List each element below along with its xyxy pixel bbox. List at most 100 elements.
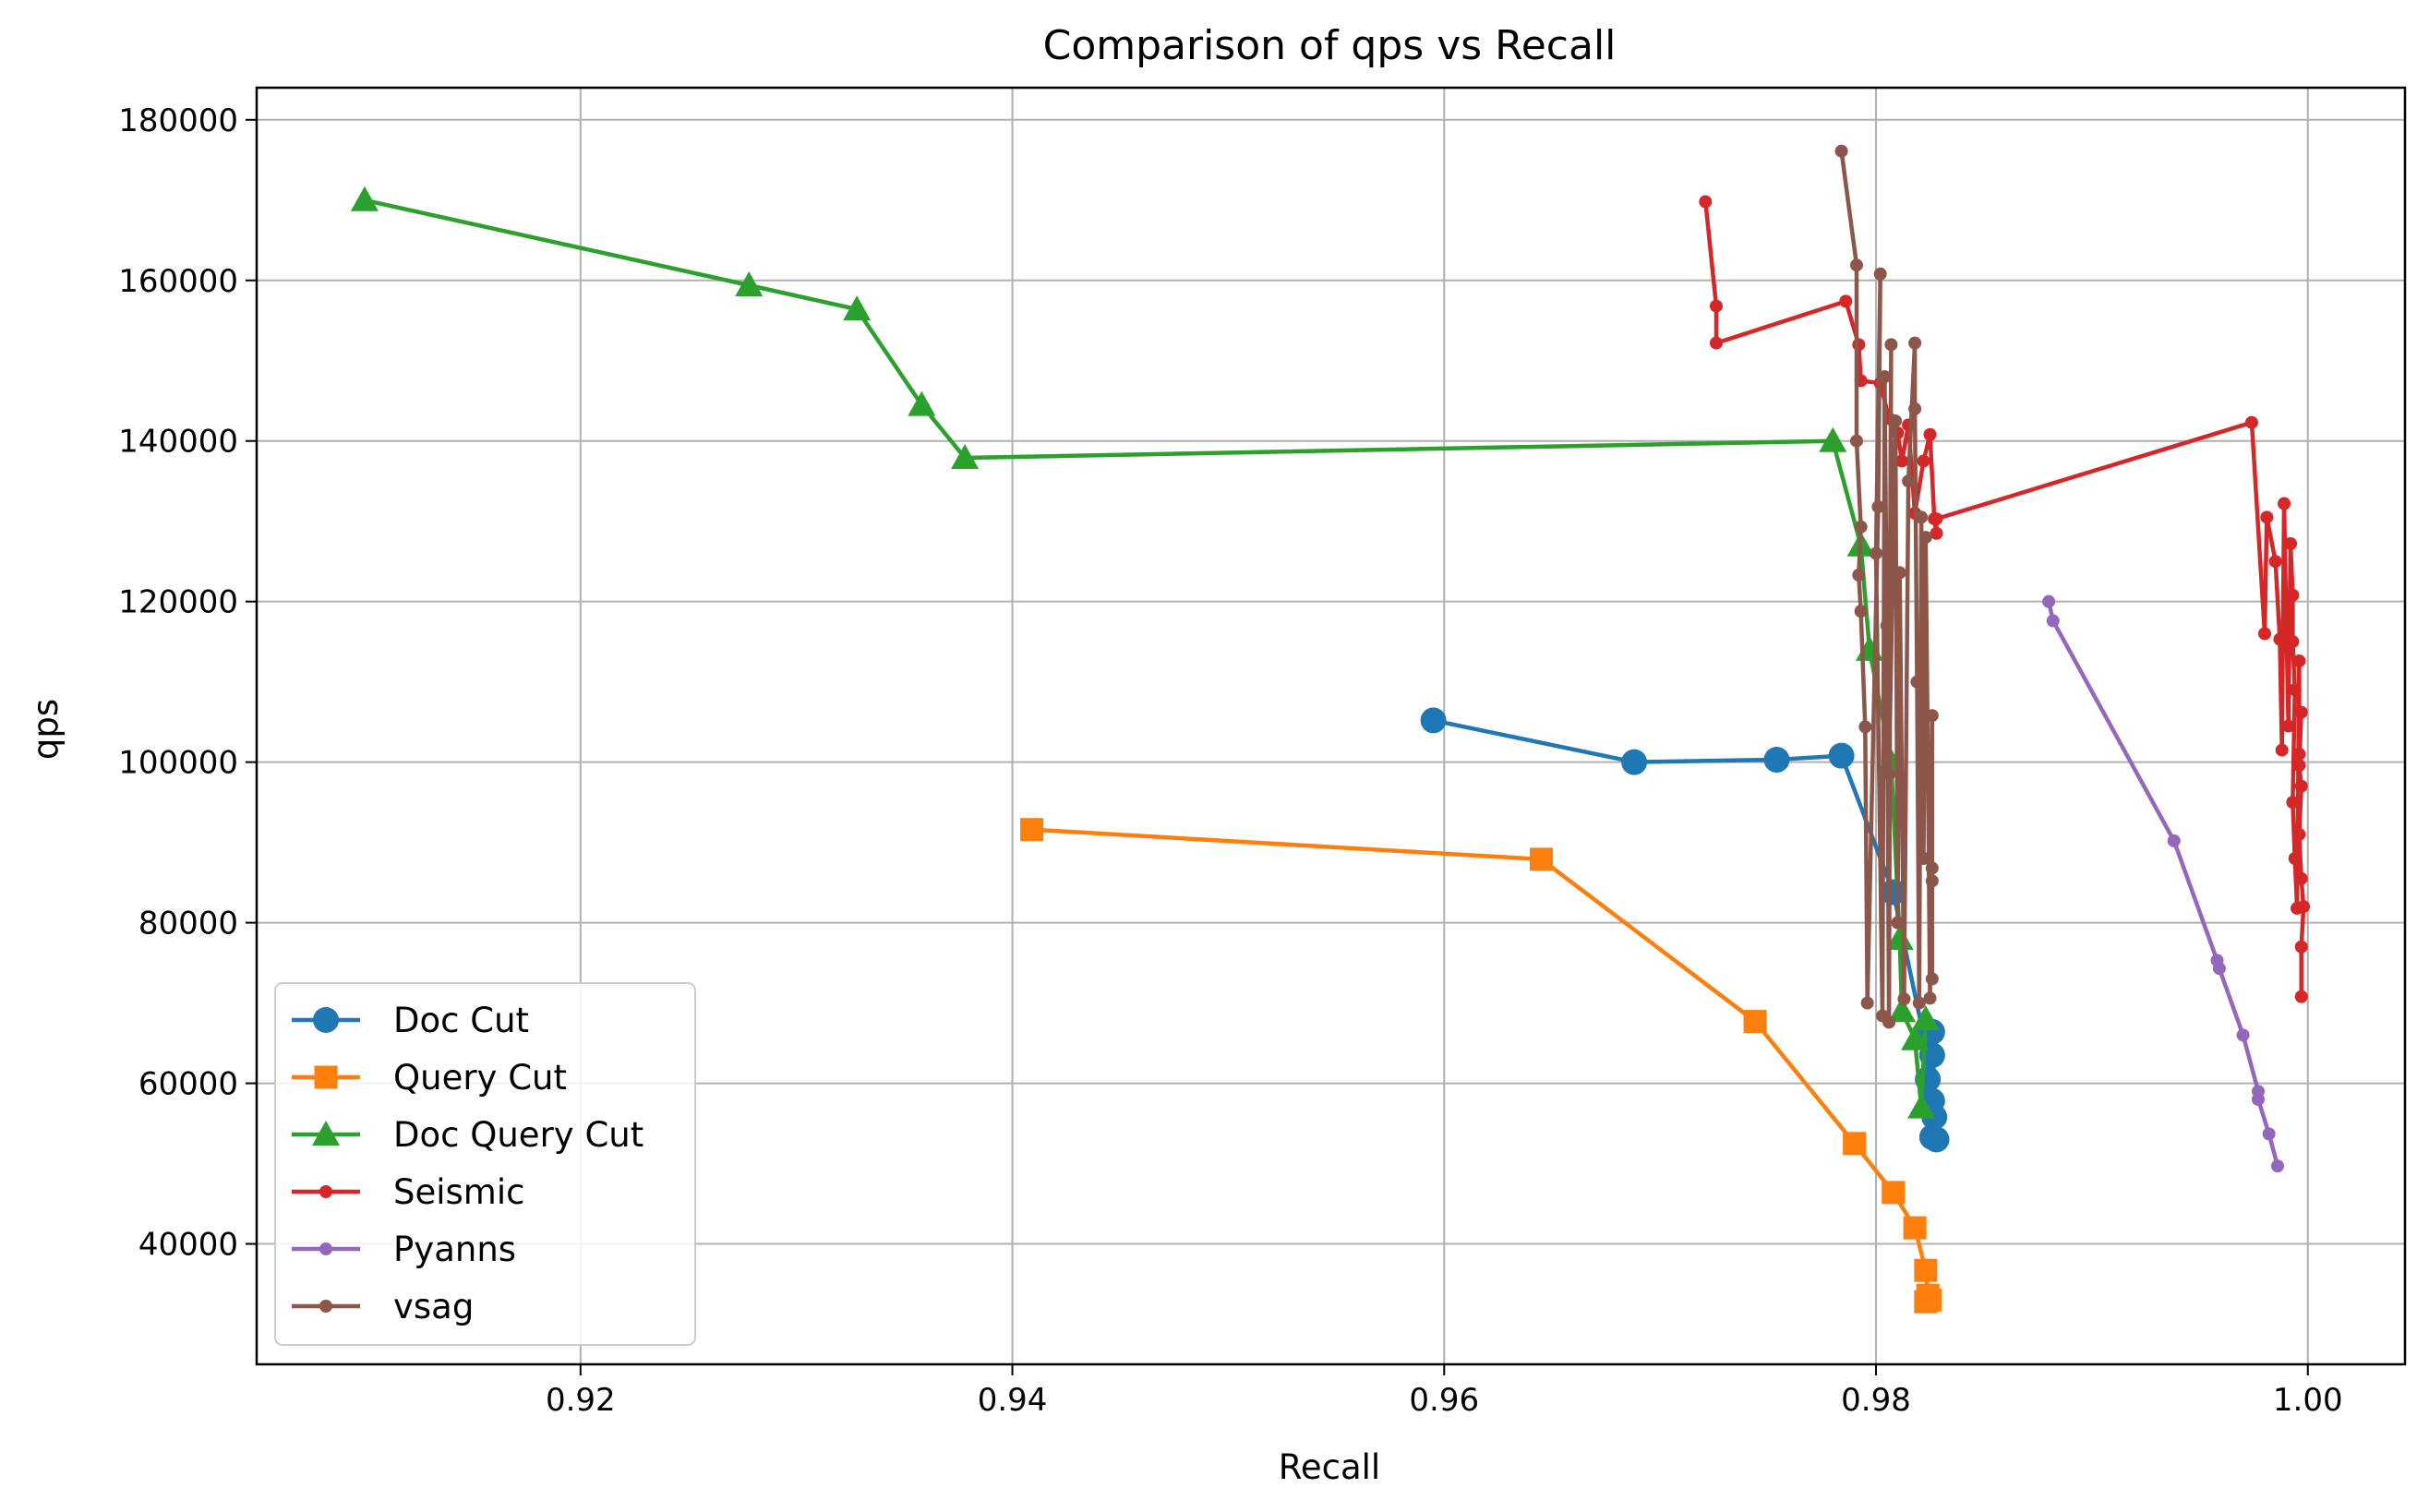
- data-point-seismic: [2294, 705, 2308, 719]
- series-layer: [350, 144, 2311, 1314]
- data-point-vsag: [1854, 520, 1868, 534]
- data-point-seismic: [1923, 427, 1937, 441]
- legend-marker: [319, 1242, 332, 1255]
- x-tick-label: 1.00: [2273, 1382, 2343, 1419]
- legend-item-doc-cut: Doc Cut: [292, 1001, 529, 1040]
- data-point-seismic: [2286, 588, 2300, 602]
- data-point-vsag: [1925, 972, 1939, 986]
- data-point-vsag: [1910, 675, 1924, 689]
- legend-label: Query Cut: [393, 1058, 567, 1098]
- x-tick-label: 0.92: [546, 1382, 616, 1419]
- data-point-seismic: [2284, 537, 2298, 551]
- data-point-query-cut: [1020, 818, 1044, 842]
- data-point-pyanns: [2167, 834, 2181, 847]
- data-point-vsag: [1854, 605, 1868, 618]
- y-tick-label: 120000: [118, 584, 238, 621]
- data-point-vsag: [1917, 852, 1930, 866]
- legend-marker: [313, 1007, 339, 1033]
- data-point-seismic: [1839, 294, 1853, 308]
- data-point-vsag: [1921, 741, 1935, 755]
- data-point-seismic: [1917, 454, 1930, 468]
- data-point-pyanns: [2251, 1092, 2265, 1106]
- data-point-pyanns: [2212, 962, 2226, 976]
- y-tick-label: 100000: [118, 745, 238, 782]
- data-point-pyanns: [2042, 594, 2056, 608]
- data-point-seismic: [2288, 683, 2302, 697]
- series-line-pyanns: [2046, 601, 2280, 1167]
- data-point-pyanns: [2046, 614, 2060, 628]
- legend-marker: [314, 1065, 338, 1089]
- data-point-seismic: [1699, 195, 1713, 209]
- data-point-seismic: [1895, 454, 1909, 468]
- data-point-vsag: [1834, 144, 1848, 158]
- data-point-seismic: [2294, 871, 2308, 885]
- data-point-seismic: [2278, 497, 2291, 510]
- y-tick-label: 60000: [138, 1066, 238, 1103]
- legend-item-pyanns: Pyanns: [292, 1230, 516, 1269]
- data-point-seismic: [1930, 526, 1943, 540]
- data-point-vsag: [1860, 996, 1874, 1010]
- x-tick-label: 0.94: [978, 1382, 1048, 1419]
- data-point-seismic: [2244, 415, 2258, 429]
- data-point-seismic: [2294, 940, 2308, 954]
- data-point-seismic: [2281, 719, 2295, 733]
- data-point-doc-query-cut: [908, 390, 936, 416]
- data-point-seismic: [2288, 852, 2302, 866]
- data-point-query-cut: [1918, 1288, 1942, 1312]
- data-point-vsag: [1878, 370, 1892, 384]
- data-point-query-cut: [1843, 1132, 1867, 1156]
- chart-title: Comparison of qps vs Recall: [1043, 22, 1617, 69]
- data-point-query-cut: [1914, 1258, 1938, 1282]
- data-point-vsag: [1918, 531, 1932, 545]
- x-axis: 0.92 0.94 0.96 0.98 1.00: [546, 1364, 2343, 1419]
- data-point-seismic: [2294, 779, 2308, 793]
- data-point-doc-cut: [1621, 749, 1648, 775]
- data-point-doc-cut: [1828, 742, 1855, 769]
- y-tick-label: 180000: [118, 102, 238, 139]
- data-point-doc-query-cut: [1907, 1093, 1936, 1119]
- data-point-doc-query-cut: [350, 186, 379, 211]
- data-point-doc-query-cut: [1911, 1004, 1940, 1030]
- data-point-doc-query-cut: [1819, 426, 1847, 452]
- data-point-doc-query-cut: [1901, 1025, 1930, 1050]
- legend-box: [274, 982, 696, 1346]
- data-point-vsag: [1923, 991, 1937, 1005]
- legend: Doc Cut Query Cut Doc Query Cut Seismic Pyan…: [274, 982, 696, 1346]
- legend-label: vsag: [393, 1287, 474, 1326]
- data-point-doc-cut: [1923, 1126, 1950, 1153]
- data-point-vsag: [1852, 568, 1866, 582]
- data-point-seismic: [2275, 743, 2289, 757]
- legend-label: Doc Cut: [393, 1001, 529, 1040]
- data-point-seismic: [2286, 635, 2300, 649]
- data-point-vsag: [1908, 336, 1922, 350]
- data-point-vsag: [1925, 874, 1939, 888]
- legend-item-vsag: vsag: [292, 1287, 474, 1326]
- data-point-seismic: [2268, 555, 2282, 569]
- data-point-seismic: [2286, 796, 2300, 810]
- data-point-query-cut: [1530, 847, 1554, 871]
- y-axis: 40000 60000 80000 100000 120000 140000 160000 1…: [118, 102, 257, 1264]
- data-point-seismic: [2292, 654, 2306, 668]
- data-point-vsag: [1891, 916, 1905, 930]
- data-point-pyanns: [2236, 1028, 2250, 1042]
- data-point-seismic: [2257, 627, 2271, 641]
- data-point-vsag: [1882, 767, 1896, 781]
- data-point-pyanns: [2271, 1159, 2285, 1173]
- data-point-seismic: [2297, 900, 2311, 914]
- y-tick-label: 40000: [138, 1227, 238, 1264]
- data-point-doc-query-cut: [843, 295, 872, 321]
- data-point-query-cut: [1903, 1216, 1927, 1240]
- data-point-query-cut: [1882, 1181, 1906, 1205]
- data-point-vsag: [1893, 566, 1906, 580]
- legend-marker: [319, 1185, 332, 1198]
- data-point-vsag: [1849, 258, 1863, 272]
- data-point-vsag: [1897, 992, 1911, 1006]
- x-axis-label: Recall: [1279, 1447, 1380, 1487]
- data-point-seismic: [2260, 510, 2274, 524]
- data-point-vsag: [1880, 618, 1894, 632]
- legend-item-doc-query-cut: Doc Query Cut: [292, 1115, 643, 1155]
- series-query-cut: [1020, 818, 1942, 1314]
- data-point-vsag: [1884, 338, 1898, 352]
- plot-frame: [255, 86, 2407, 1366]
